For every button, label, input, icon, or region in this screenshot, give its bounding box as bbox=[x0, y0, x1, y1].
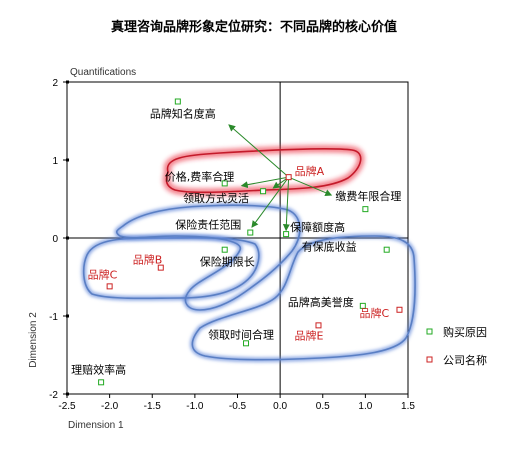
point-reason bbox=[283, 231, 290, 238]
arrow-to-价格,费率合理 bbox=[240, 176, 289, 189]
cluster-outline-top bbox=[165, 147, 362, 194]
y-tick-label: -2 bbox=[49, 390, 58, 401]
y-tick-label: 2 bbox=[52, 78, 58, 89]
vector-arrows bbox=[228, 124, 333, 232]
arrow-to-保险责任范围 bbox=[251, 176, 290, 228]
top-label: Quantifications bbox=[70, 67, 136, 78]
x-tick-label: 0.5 bbox=[316, 401, 330, 412]
legend-label: 购买原因 bbox=[443, 325, 487, 339]
y-tick-dot bbox=[66, 158, 69, 162]
chart-title: 真理咨询品牌形象定位研究：不同品牌的核心价值 bbox=[111, 19, 397, 35]
point-reason bbox=[247, 229, 254, 236]
point-label-reason: 有保底收益 bbox=[302, 240, 357, 254]
point-reason bbox=[221, 246, 228, 253]
point-label-reason: 品牌知名度高 bbox=[150, 107, 216, 121]
y-tick-dot bbox=[66, 80, 69, 84]
point-reason bbox=[260, 188, 267, 195]
point-reason bbox=[98, 379, 105, 386]
cluster-outlines bbox=[81, 144, 418, 363]
legend-swatch bbox=[426, 328, 433, 335]
point-label-reason: 领取方式灵活 bbox=[183, 191, 249, 205]
point-label-reason: 保障额度高 bbox=[290, 220, 345, 234]
point-reason bbox=[243, 340, 250, 347]
axis-ticks: -2.5 -2.0 -1.5 -1.0 -0.5 0.0 0.5 1.0 1.5 2 1 0 -1 -2 bbox=[49, 78, 415, 412]
point-brand bbox=[396, 306, 403, 313]
x-tick-label: -1.0 bbox=[186, 401, 204, 412]
point-label-reason: 领取时间合理 bbox=[208, 327, 274, 341]
point-label-brand: 品牌B bbox=[133, 253, 163, 267]
y-tick-dot bbox=[66, 236, 69, 240]
point-label-brand: 品牌C bbox=[359, 306, 389, 320]
arrow-to-缴费年限合理 bbox=[288, 176, 333, 196]
legend-swatch bbox=[426, 356, 433, 363]
legend-label: 公司名称 bbox=[443, 353, 487, 367]
y-tick-dot bbox=[66, 314, 69, 318]
point-brand bbox=[106, 283, 113, 290]
x-axis-title: Dimension 1 bbox=[68, 420, 124, 431]
y-tick-label: -1 bbox=[49, 312, 58, 323]
point-label-reason: 品牌高美誉度 bbox=[288, 295, 354, 309]
arrow-to-品牌知名度高 bbox=[228, 124, 289, 178]
point-label-reason: 价格,费率合理 bbox=[165, 169, 235, 183]
y-tick-dot bbox=[66, 392, 69, 396]
y-tick-label: 1 bbox=[52, 156, 58, 167]
point-reason bbox=[174, 98, 181, 105]
point-reason bbox=[383, 246, 390, 253]
point-label-reason: 保险责任范围 bbox=[175, 218, 241, 232]
point-label-reason: 保险期限长 bbox=[200, 255, 255, 269]
point-label-brand: 品牌A bbox=[295, 164, 325, 178]
point-label-reason: 缴费年限合理 bbox=[335, 189, 401, 203]
x-tick-label: -2.0 bbox=[101, 401, 119, 412]
x-tick-label: 1.0 bbox=[358, 401, 372, 412]
arrow-to-保障额度高 bbox=[282, 177, 290, 232]
x-tick-label: -2.5 bbox=[58, 401, 76, 412]
point-brand bbox=[285, 174, 292, 181]
point-reason bbox=[362, 206, 369, 213]
y-tick-label: 0 bbox=[52, 234, 58, 245]
x-tick-label: 1.5 bbox=[401, 401, 415, 412]
point-brand bbox=[157, 264, 164, 271]
point-brand bbox=[315, 322, 322, 329]
point-reason bbox=[359, 302, 366, 309]
cluster-outline-middle bbox=[115, 204, 301, 311]
cluster-outline-right bbox=[191, 235, 416, 361]
point-label-reason: 理赔效率高 bbox=[71, 362, 126, 376]
point-label-brand: 品牌E bbox=[294, 328, 323, 342]
point-label-brand: 品牌C bbox=[88, 267, 118, 281]
point-reason bbox=[221, 180, 228, 187]
x-tick-label: -1.5 bbox=[144, 401, 162, 412]
x-tick-label: 0.0 bbox=[273, 401, 287, 412]
x-tick-label: -0.5 bbox=[229, 401, 247, 412]
y-axis-title: Dimension 2 bbox=[28, 312, 39, 368]
